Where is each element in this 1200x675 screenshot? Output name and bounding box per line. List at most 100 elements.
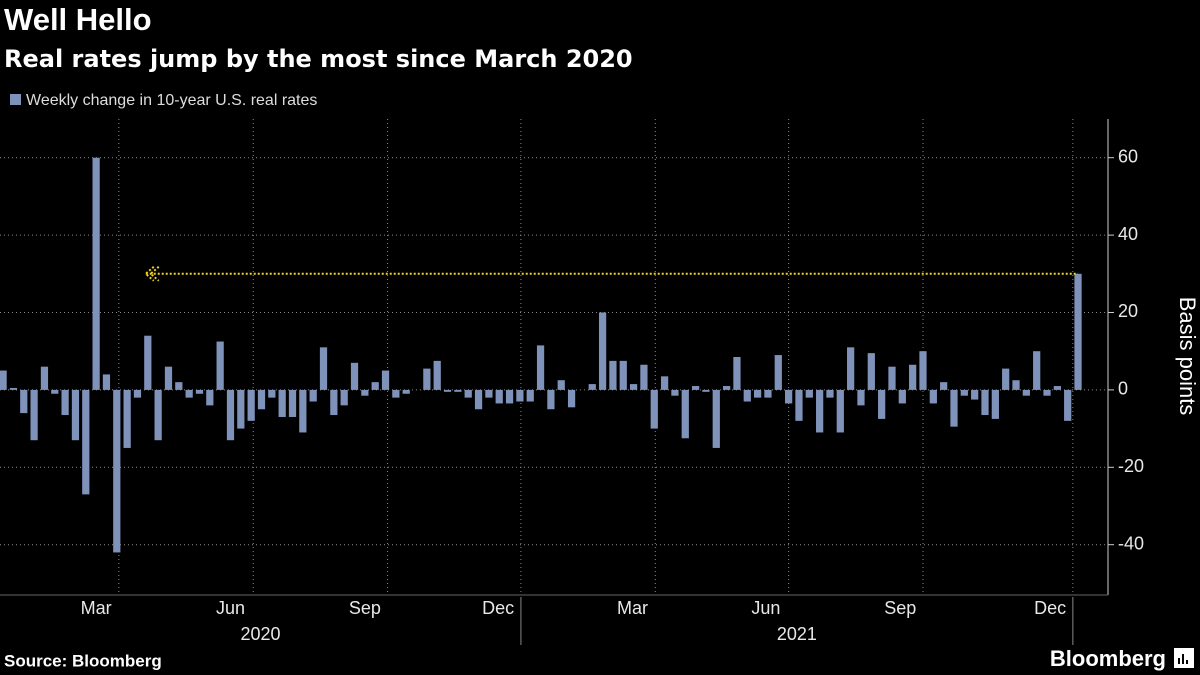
bar xyxy=(681,389,689,439)
y-tick-label: 0 xyxy=(1118,379,1128,399)
annotation-arrow xyxy=(144,266,160,282)
bar xyxy=(888,366,896,390)
x-tick-label: Jun xyxy=(216,598,245,618)
bar xyxy=(536,345,545,390)
bar xyxy=(567,389,576,408)
bar xyxy=(640,364,648,390)
bar xyxy=(1053,386,1061,390)
bar xyxy=(288,389,297,417)
bar xyxy=(0,370,7,390)
bar xyxy=(423,368,431,390)
bar xyxy=(547,389,555,410)
bar xyxy=(381,370,390,390)
brand: Bloomberg xyxy=(1050,646,1166,671)
bar xyxy=(164,366,173,390)
legend-label: Weekly change in 10-year U.S. real rates xyxy=(26,92,317,109)
y-axis-label: Basis points xyxy=(1175,297,1200,416)
bar xyxy=(371,382,379,390)
bar xyxy=(1002,368,1010,390)
y-tick-label: 20 xyxy=(1118,301,1138,321)
bar xyxy=(154,389,162,441)
bar xyxy=(847,347,855,390)
bar xyxy=(702,389,710,392)
bar xyxy=(20,389,28,414)
bar xyxy=(712,389,720,448)
bar xyxy=(1064,389,1072,421)
y-tick-label: -40 xyxy=(1118,533,1144,553)
bar xyxy=(309,389,317,402)
bar xyxy=(226,389,235,441)
bar xyxy=(40,366,49,390)
bar xyxy=(61,389,69,416)
source: Source: Bloomberg xyxy=(4,651,162,670)
bar xyxy=(454,389,462,392)
bar xyxy=(464,389,472,398)
bar xyxy=(753,389,762,398)
bar xyxy=(878,389,886,419)
bar xyxy=(30,389,38,441)
bar xyxy=(805,389,813,398)
bar xyxy=(113,389,121,553)
bar xyxy=(898,389,906,404)
bar xyxy=(319,347,328,390)
bar xyxy=(144,335,152,390)
bar xyxy=(51,389,59,394)
x-tick-label: Jun xyxy=(751,598,780,618)
bar xyxy=(402,389,410,394)
bar xyxy=(971,389,979,400)
bar xyxy=(9,387,18,390)
bar xyxy=(1043,389,1051,396)
bar xyxy=(619,360,627,390)
bar xyxy=(185,389,193,398)
bar xyxy=(195,389,204,394)
bar xyxy=(1022,389,1030,396)
bar xyxy=(350,362,359,390)
bar xyxy=(330,389,338,416)
bar xyxy=(867,353,875,390)
bar xyxy=(82,389,90,495)
bar xyxy=(785,389,793,404)
bar xyxy=(991,389,999,419)
bar xyxy=(485,389,493,398)
bar xyxy=(1012,380,1020,390)
bar xyxy=(268,389,276,398)
bar xyxy=(526,389,534,402)
x-tick-label: Dec xyxy=(1034,598,1066,618)
bar xyxy=(206,389,214,406)
y-tick-label: -20 xyxy=(1118,456,1144,476)
bar xyxy=(722,386,731,390)
bar xyxy=(247,389,255,421)
bar xyxy=(929,389,937,404)
bar xyxy=(816,389,824,433)
chart-title: Well Hello xyxy=(4,2,152,37)
bar xyxy=(516,389,524,402)
bar xyxy=(123,389,131,448)
bar xyxy=(909,364,917,390)
bar xyxy=(609,360,617,390)
bar xyxy=(660,376,669,390)
bar xyxy=(598,312,607,390)
bar xyxy=(629,384,638,390)
bar xyxy=(940,382,948,390)
bar xyxy=(650,389,658,429)
bar xyxy=(960,389,968,396)
bar xyxy=(588,384,596,390)
bar xyxy=(919,351,927,390)
bar xyxy=(733,357,741,390)
bar xyxy=(102,374,111,390)
bar xyxy=(257,389,266,410)
bar xyxy=(774,355,782,390)
bar xyxy=(795,389,803,421)
bar xyxy=(278,389,286,417)
bar xyxy=(474,389,483,410)
bar xyxy=(237,389,245,429)
y-tick-label: 60 xyxy=(1118,146,1138,166)
bar xyxy=(299,389,307,433)
bar xyxy=(557,380,565,390)
x-tick-label: Sep xyxy=(349,598,381,618)
bar xyxy=(133,389,142,398)
bar xyxy=(505,389,514,404)
bar xyxy=(495,389,503,404)
bar xyxy=(691,386,700,390)
